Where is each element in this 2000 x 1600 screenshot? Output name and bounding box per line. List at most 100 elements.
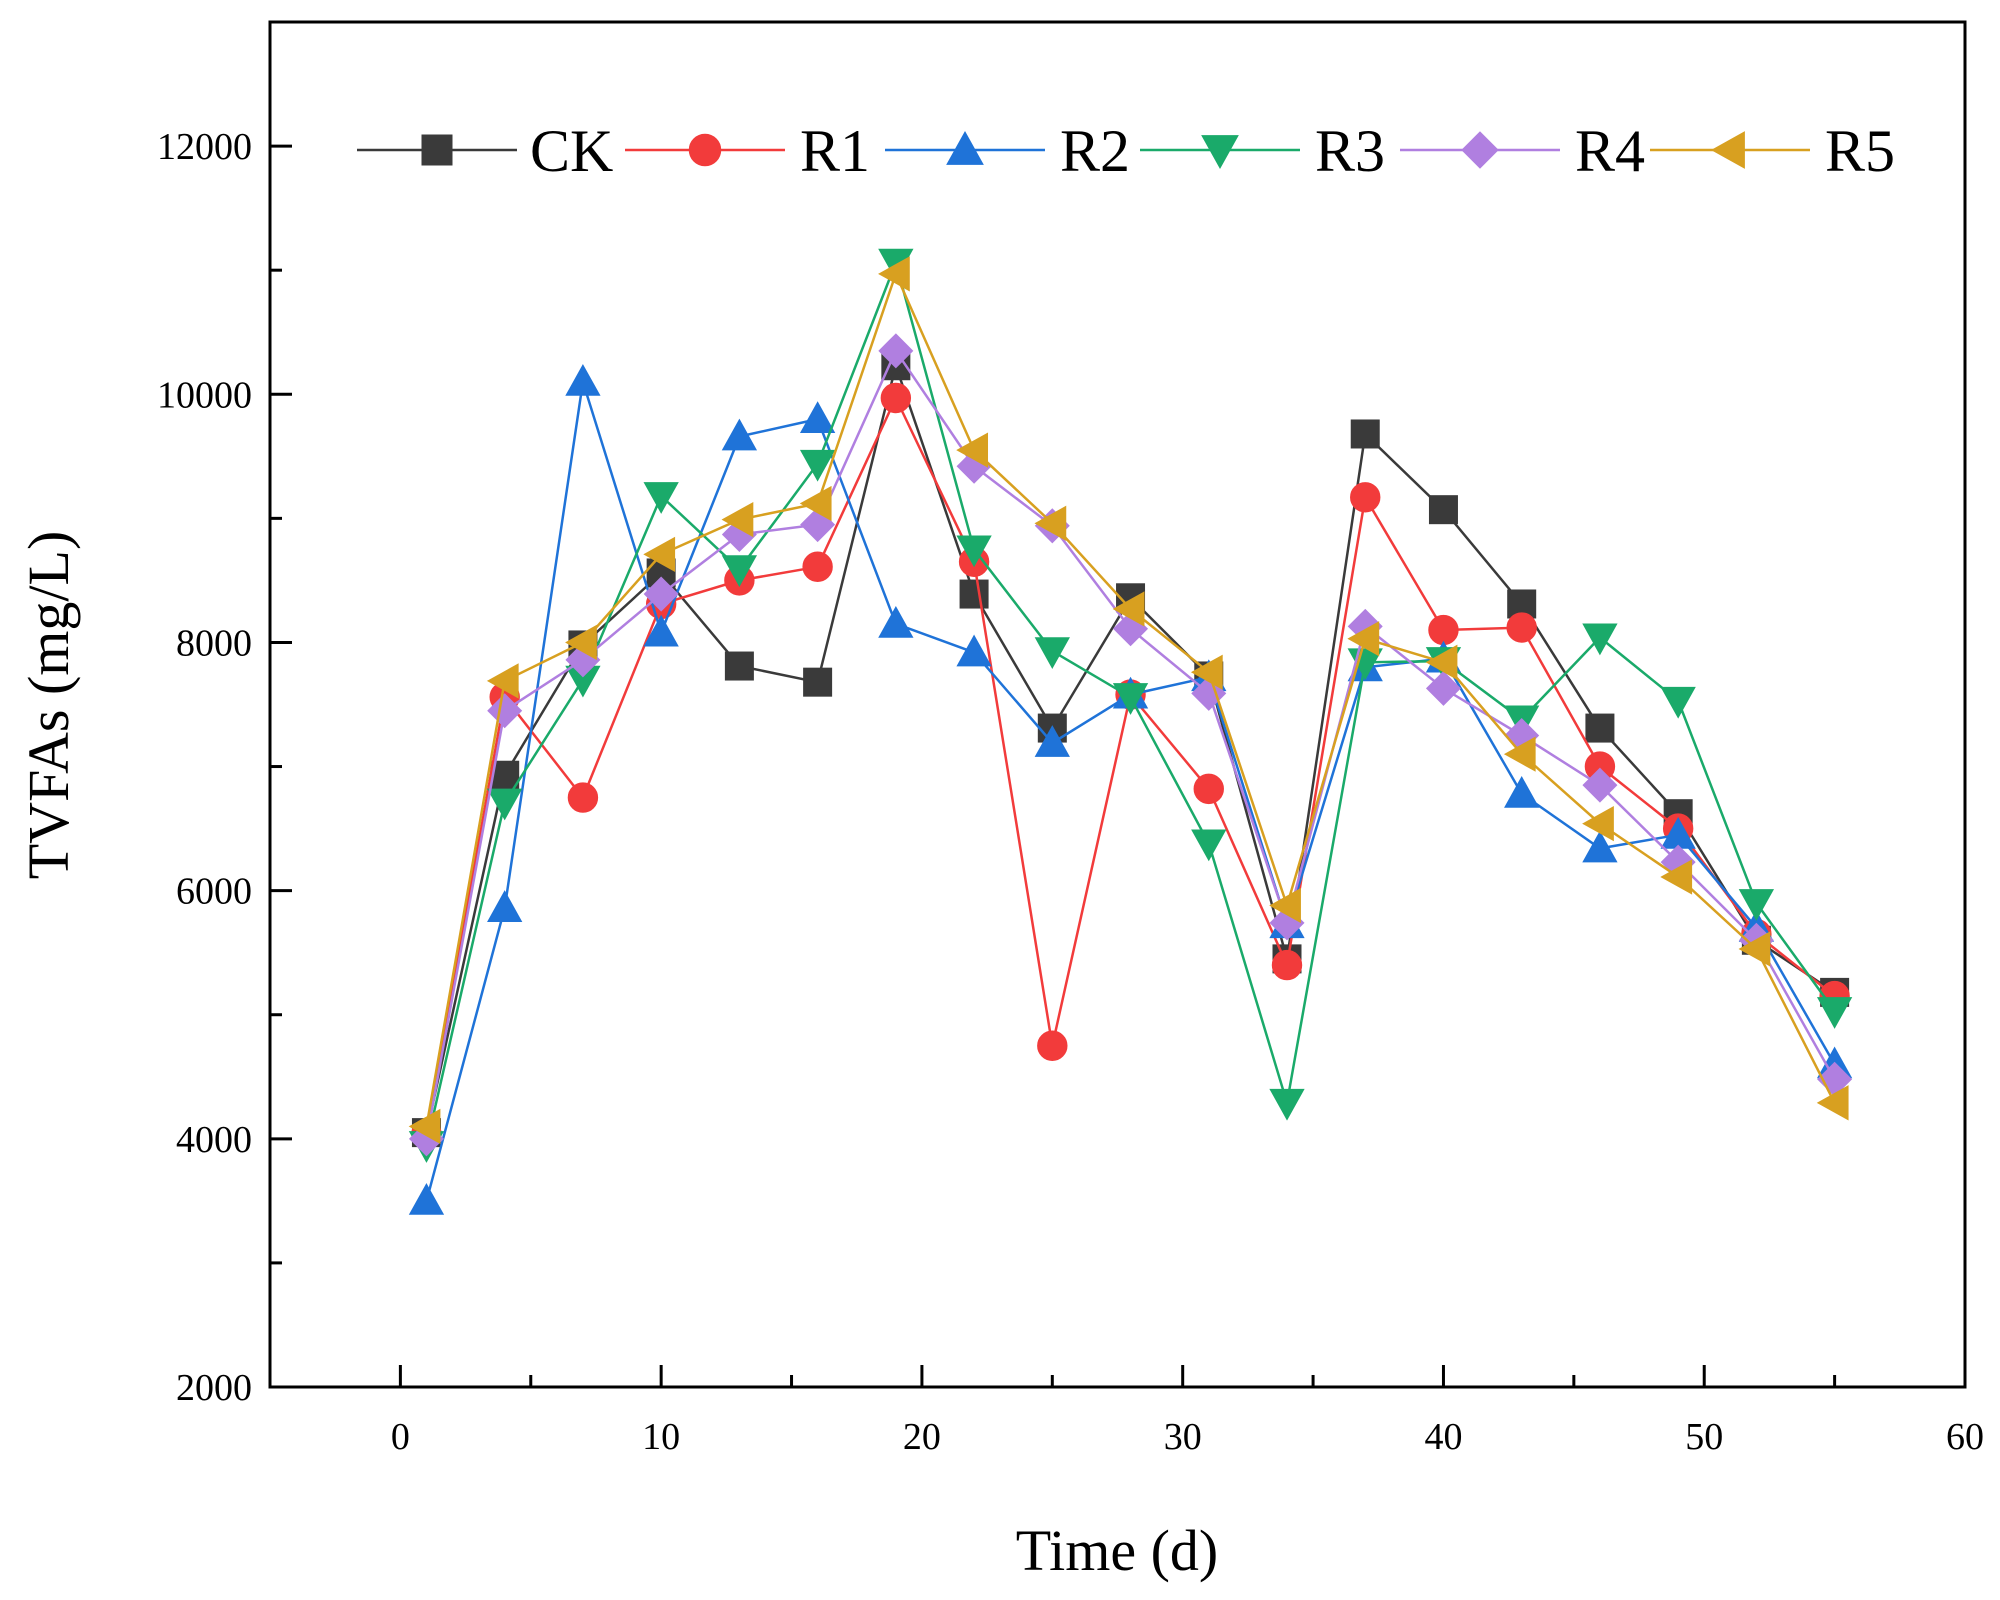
- data-point-r3: [1816, 997, 1853, 1029]
- legend-marker: [946, 130, 984, 165]
- series-line-ck: [425, 361, 1836, 1133]
- legend-marker: [421, 134, 453, 166]
- data-point-r4: [487, 693, 523, 729]
- data-point-r3: [487, 788, 523, 821]
- data-point-r3: [799, 449, 836, 482]
- data-point-r2: [799, 401, 836, 434]
- data-point-r1: [567, 782, 599, 813]
- data-point-r3: [1191, 829, 1227, 862]
- data-point-r2: [956, 634, 992, 667]
- data-point-r2: [643, 614, 679, 647]
- data-point-r5: [486, 663, 519, 699]
- data-point-r5: [1112, 591, 1145, 627]
- data-point-r1: [1193, 773, 1224, 805]
- data-point-r5: [878, 256, 910, 292]
- legend-item-r5: R5: [1650, 118, 1895, 184]
- series-line-r4: [425, 348, 1836, 1140]
- data-point-r5: [1816, 1085, 1849, 1121]
- data-point-r4: [643, 576, 679, 612]
- data-point-r3: [1112, 683, 1149, 715]
- data-point-r2: [408, 1183, 445, 1215]
- data-point-r2: [1582, 830, 1618, 863]
- y-tick-label: 4000: [176, 1119, 252, 1161]
- y-tick-label: 10000: [157, 374, 252, 416]
- data-point-r2: [565, 364, 601, 396]
- x-tick-label: 40: [1424, 1416, 1462, 1458]
- data-point-r3: [643, 482, 679, 514]
- data-point-r3: [1269, 1088, 1305, 1121]
- y-axis-title: TVFAs (mg/L): [16, 531, 81, 880]
- series-group: [408, 248, 1853, 1215]
- data-point-r1: [1037, 1030, 1068, 1061]
- data-point-r3: [1660, 686, 1696, 719]
- legend-item-r1: R1: [625, 118, 870, 184]
- legend-marker: [1201, 135, 1239, 170]
- data-point-r5: [643, 536, 676, 572]
- legend-marker: [1461, 131, 1499, 169]
- data-point-r5: [799, 485, 832, 522]
- data-point-r1: [802, 551, 833, 582]
- data-point-r3: [721, 555, 758, 588]
- x-tick-label: 0: [391, 1416, 410, 1458]
- legend-marker: [1710, 131, 1745, 169]
- x-axis-title: Time (d): [1016, 1518, 1219, 1583]
- series-r3: [408, 248, 1853, 1163]
- plot-frame: [268, 20, 1967, 1389]
- data-point-r5: [1660, 859, 1693, 895]
- data-point-ck: [803, 667, 833, 697]
- data-point-r2: [487, 890, 523, 922]
- legend-item-r3: R3: [1140, 118, 1385, 184]
- y-tick-label: 8000: [176, 622, 252, 664]
- data-point-r5: [1582, 805, 1614, 842]
- y-tick-label: 12000: [157, 126, 252, 168]
- legend-item-r2: R2: [885, 118, 1130, 184]
- data-point-r3: [956, 535, 992, 568]
- x-tick-label: 10: [642, 1416, 680, 1458]
- x-tick-label: 60: [1946, 1416, 1984, 1458]
- data-point-r1: [1428, 614, 1459, 646]
- data-point-r5: [408, 1108, 441, 1145]
- legend-label: CK: [530, 118, 613, 184]
- data-point-r5: [1347, 621, 1380, 657]
- data-point-ck: [959, 579, 989, 609]
- data-point-r4: [1582, 767, 1618, 803]
- data-point-r1: [1271, 949, 1303, 981]
- legend-label: R1: [800, 118, 870, 184]
- data-point-r5: [1738, 931, 1771, 967]
- data-point-r5: [565, 624, 597, 661]
- series-line-r2: [425, 381, 1836, 1202]
- legend-label: R3: [1315, 118, 1385, 184]
- data-point-r1: [1350, 482, 1381, 513]
- data-point-r3: [1582, 623, 1618, 656]
- data-point-r2: [721, 418, 758, 451]
- data-point-r5: [1503, 736, 1536, 772]
- legend: CK R1 R2 R3 R4 R5: [357, 118, 1895, 184]
- series-r5: [408, 256, 1849, 1145]
- data-point-r3: [1034, 637, 1070, 669]
- data-point-r2: [1034, 725, 1070, 757]
- data-point-r5: [1425, 644, 1458, 680]
- y-tick-label: 6000: [176, 871, 252, 913]
- data-point-r5: [1190, 654, 1223, 690]
- data-point-r1: [1506, 612, 1537, 643]
- data-point-r2: [1504, 776, 1540, 808]
- x-tick-label: 50: [1685, 1416, 1723, 1458]
- legend-label: R4: [1575, 118, 1645, 184]
- legend-item-ck: CK: [357, 118, 613, 184]
- legend-marker: [688, 133, 722, 167]
- data-point-ck: [724, 651, 754, 681]
- data-point-ck: [1428, 495, 1458, 525]
- x-tick-label: 20: [903, 1416, 941, 1458]
- data-point-r4: [878, 333, 914, 369]
- series-ck: [411, 351, 1850, 1148]
- axes-group: 0 10 20 30 40 50 60 2000 4000 6000 8000 10000 12000: [157, 126, 1984, 1458]
- data-point-r4: [1425, 670, 1461, 706]
- data-point-ck: [1350, 419, 1380, 449]
- series-r2: [408, 364, 1853, 1215]
- series-line-r1: [425, 395, 1836, 1135]
- legend-label: R2: [1060, 118, 1130, 184]
- data-point-r5: [1269, 887, 1301, 924]
- data-point-r5: [1034, 505, 1067, 541]
- x-tick-label: 30: [1164, 1416, 1202, 1458]
